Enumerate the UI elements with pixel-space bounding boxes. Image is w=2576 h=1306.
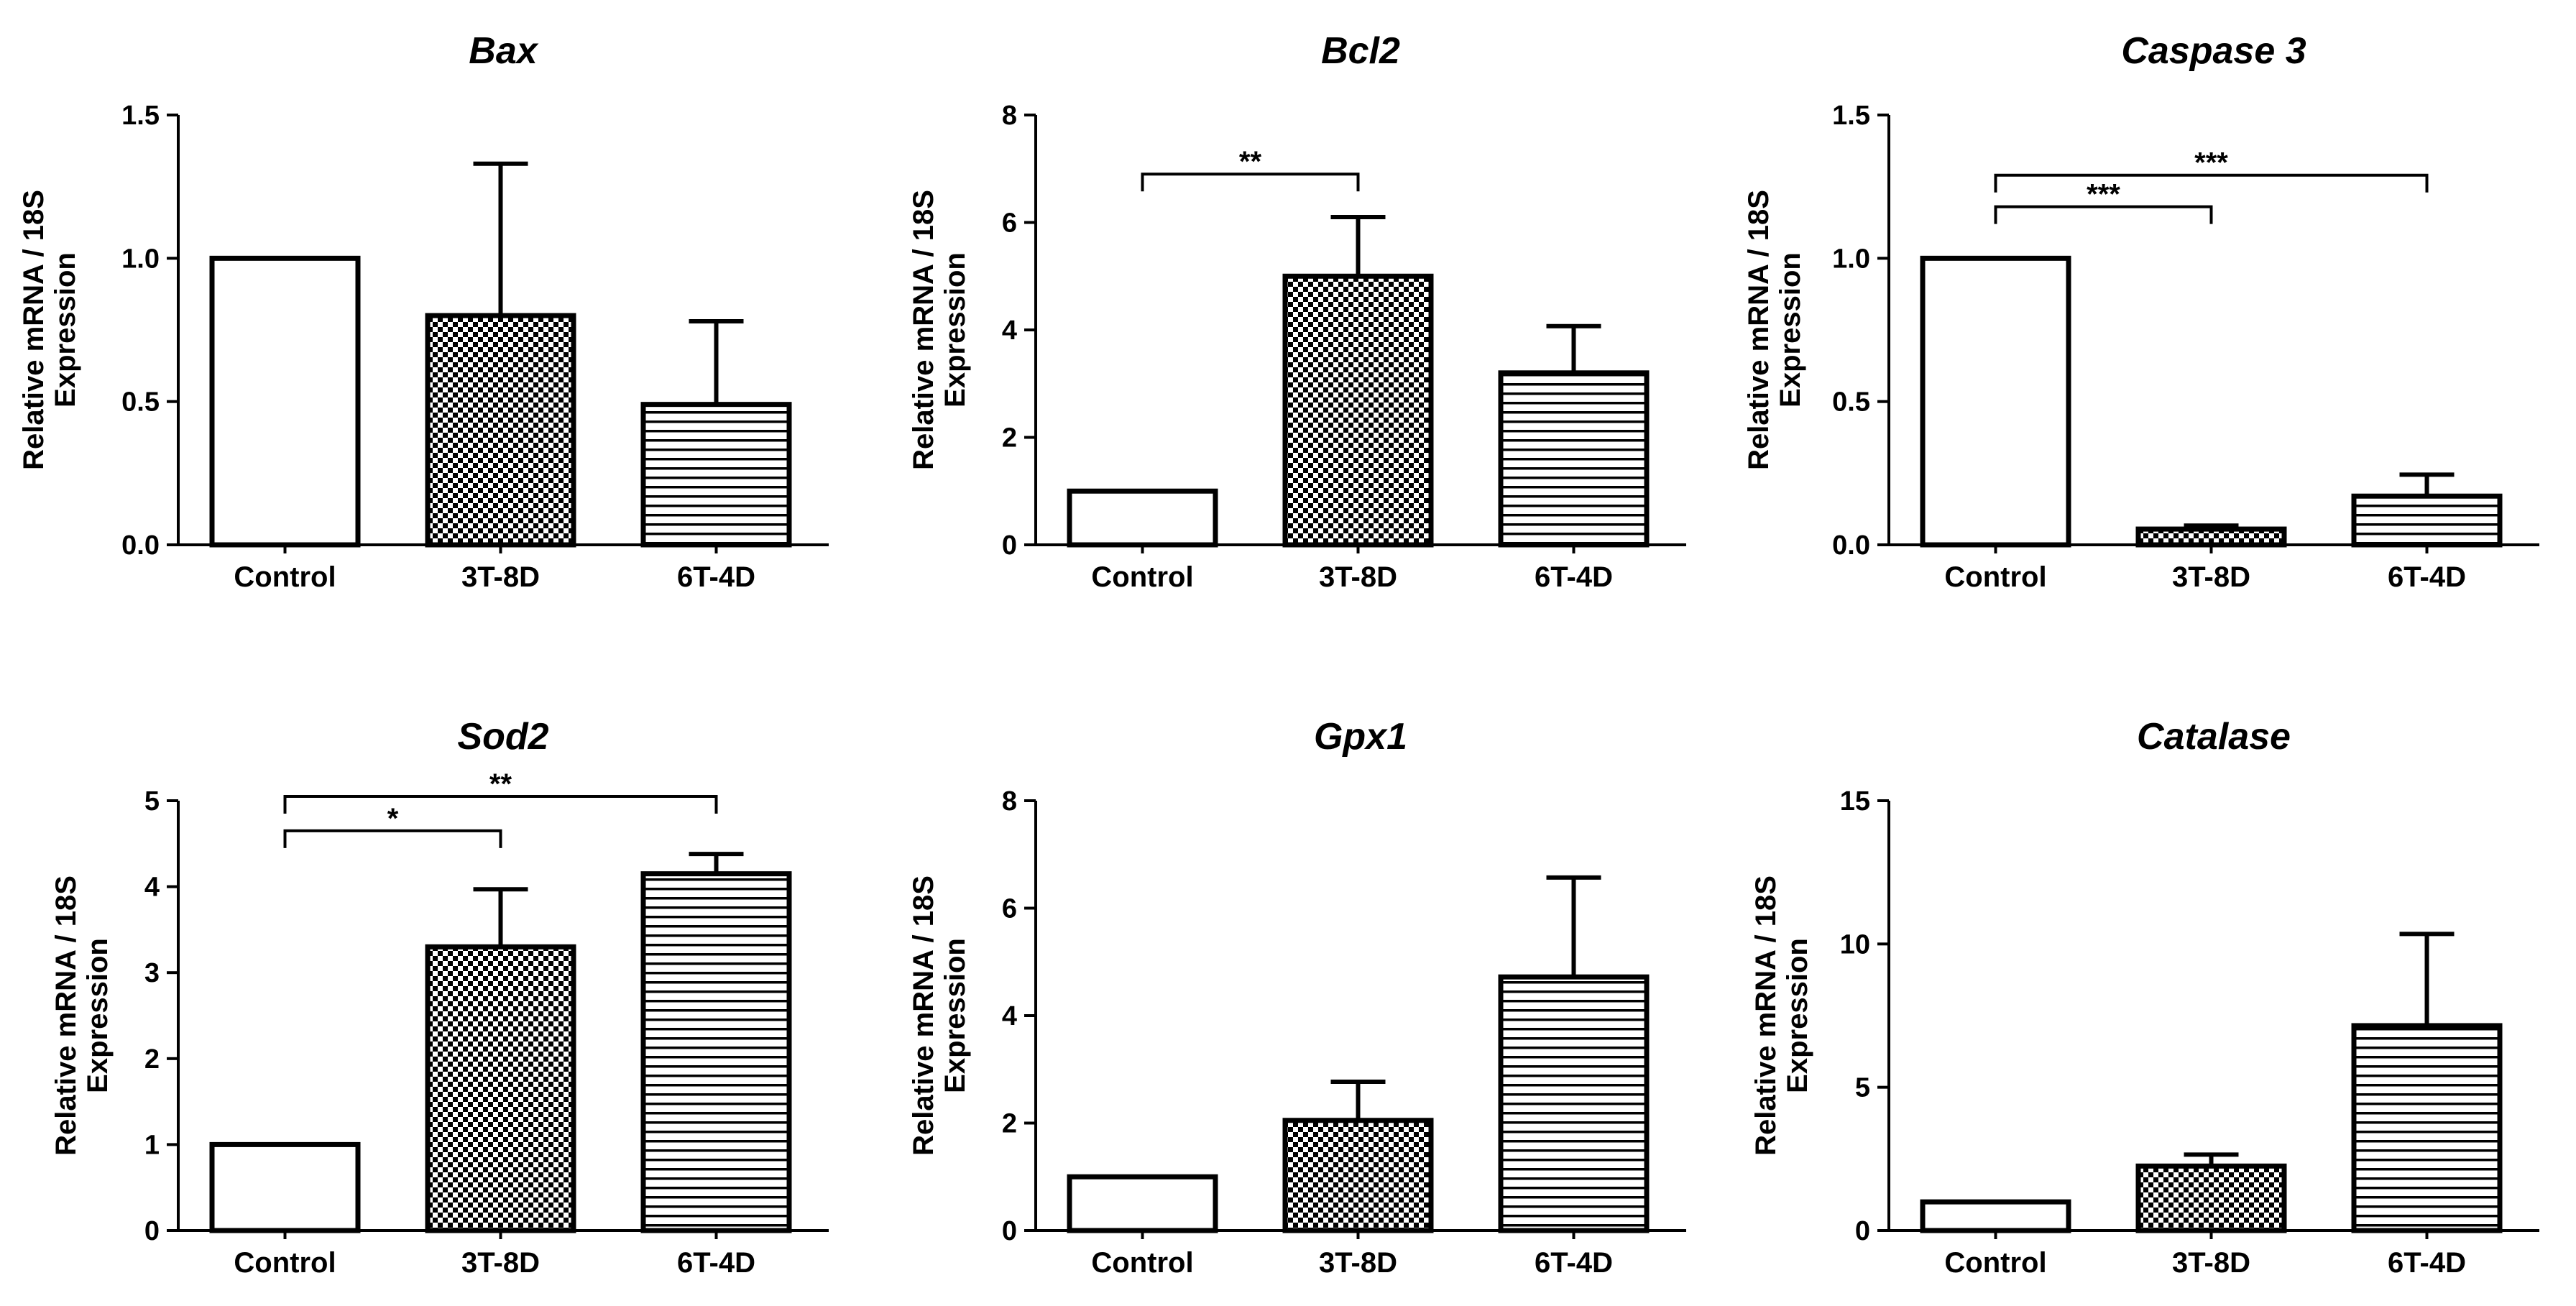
x-category-label: 6T-4D xyxy=(2388,561,2466,593)
bar-3t-8d xyxy=(425,313,576,548)
significance-bracket xyxy=(283,795,718,814)
y-tick-label: 0.5 xyxy=(1832,387,1870,418)
bar-control xyxy=(1067,488,1218,548)
significance-label: ** xyxy=(489,768,512,800)
bar-control xyxy=(1920,1199,2071,1233)
y-tick-label: 0 xyxy=(1002,1216,1017,1246)
y-tick-label: 4 xyxy=(1002,1001,1017,1031)
y-tick-label: 1.5 xyxy=(1832,101,1870,131)
x-category-label: Control xyxy=(234,561,336,593)
bar-6t-4d xyxy=(1498,370,1650,548)
significance-label: *** xyxy=(2194,147,2228,179)
y-tick-label: 2 xyxy=(1002,423,1017,454)
y-axis-label: Relative mRNA / 18SExpression xyxy=(908,190,971,470)
y-tick-label: 1.0 xyxy=(1832,244,1870,274)
significance-label: * xyxy=(387,803,399,834)
y-tick-label: 2 xyxy=(1002,1109,1017,1139)
y-axis-label: Relative mRNA / 18SExpression xyxy=(1750,875,1813,1156)
x-category-label: Control xyxy=(1944,561,2046,593)
y-tick-label: 5 xyxy=(1855,1073,1870,1103)
x-category-label: 3T-8D xyxy=(2172,561,2250,593)
x-category-label: 6T-4D xyxy=(2388,1247,2466,1279)
y-tick-label: 6 xyxy=(1002,894,1017,924)
y-tick-label: 15 xyxy=(1840,786,1870,817)
significance-label: *** xyxy=(2087,179,2120,211)
y-axis-label: Relative mRNA / 18SExpression xyxy=(908,875,971,1156)
x-category-label: Control xyxy=(234,1247,336,1279)
panel-bax: Bax Relative mRNA / 18SExpression 0.0 0.5 1.… xyxy=(18,30,829,593)
bar-6t-4d xyxy=(640,402,792,548)
y-tick-label: 2 xyxy=(144,1044,160,1075)
x-category-label: 3T-8D xyxy=(2172,1247,2250,1279)
y-tick-label: 10 xyxy=(1840,929,1870,960)
panel-title: Caspase 3 xyxy=(2121,30,2306,72)
y-tick-label: 1 xyxy=(144,1130,160,1160)
panel-title: Bax xyxy=(469,30,538,72)
significance-bracket xyxy=(283,829,502,848)
x-category-label: Control xyxy=(1944,1247,2046,1279)
y-axis-label: Relative mRNA / 18SExpression xyxy=(1743,190,1806,470)
y-tick-label: 0 xyxy=(1002,530,1017,561)
panel-bcl2: Bcl2 Relative mRNA / 18SExpression 0 2 4 6 8 Co… xyxy=(908,30,1686,593)
panel-title: Bcl2 xyxy=(1321,30,1400,72)
x-category-label: 6T-4D xyxy=(677,1247,755,1279)
y-tick-label: 1.0 xyxy=(121,244,160,274)
panel-title: Catalase xyxy=(2137,716,2291,758)
panel-title: Sod2 xyxy=(457,716,548,758)
y-tick-label: 3 xyxy=(144,958,160,988)
bar-control xyxy=(1067,1174,1218,1233)
y-tick-label: 0 xyxy=(144,1216,160,1246)
significance-label: ** xyxy=(1239,146,1262,178)
y-axis-label: Relative mRNA / 18SExpression xyxy=(18,190,81,470)
y-tick-label: 4 xyxy=(144,873,160,903)
y-tick-label: 0 xyxy=(1855,1216,1870,1246)
bar-6t-4d xyxy=(2351,493,2503,548)
y-axis-label: Relative mRNA / 18SExpression xyxy=(50,875,114,1156)
significance-bracket xyxy=(1994,205,2213,224)
bar-3t-8d xyxy=(2135,1163,2287,1233)
x-category-label: 3T-8D xyxy=(1319,1247,1397,1279)
y-tick-label: 0.0 xyxy=(1832,530,1870,561)
significance-bracket xyxy=(1141,173,1360,192)
y-tick-label: 1.5 xyxy=(121,101,160,131)
y-tick-label: 0.0 xyxy=(121,530,160,561)
bar-3t-8d xyxy=(1282,1118,1434,1233)
panel-gpx1: Gpx1 Relative mRNA / 18SExpression 0 2 4 6 8 Co… xyxy=(908,716,1686,1279)
y-tick-label: 8 xyxy=(1002,786,1017,817)
panel-sod2: Sod2 Relative mRNA / 18SExpression 0 1 2 3 4 5 C… xyxy=(50,716,829,1279)
panel-title: Gpx1 xyxy=(1314,716,1407,758)
bar-6t-4d xyxy=(2351,1023,2503,1233)
x-category-label: 3T-8D xyxy=(1319,561,1397,593)
x-category-label: 6T-4D xyxy=(1535,561,1613,593)
bar-control xyxy=(209,255,361,548)
y-tick-label: 6 xyxy=(1002,208,1017,239)
bar-3t-8d xyxy=(1282,273,1434,548)
x-category-label: 6T-4D xyxy=(677,561,755,593)
y-tick-label: 4 xyxy=(1002,316,1017,346)
y-tick-label: 5 xyxy=(144,786,160,817)
significance-bracket xyxy=(1994,173,2429,193)
bar-3t-8d xyxy=(2135,526,2287,548)
bar-control xyxy=(209,1141,361,1233)
x-category-label: Control xyxy=(1091,561,1193,593)
bar-6t-4d xyxy=(640,871,792,1233)
panel-caspase-3: Caspase 3 Relative mRNA / 18SExpression 0.… xyxy=(1743,30,2539,593)
x-category-label: 6T-4D xyxy=(1535,1247,1613,1279)
x-category-label: 3T-8D xyxy=(461,1247,540,1279)
x-category-label: 3T-8D xyxy=(461,561,540,593)
panel-catalase: Catalase Relative mRNA / 18SExpression 0 5 1… xyxy=(1750,716,2539,1279)
y-tick-label: 0.5 xyxy=(121,387,160,418)
bar-3t-8d xyxy=(425,944,576,1233)
bar-6t-4d xyxy=(1498,974,1650,1233)
x-category-label: Control xyxy=(1091,1247,1193,1279)
bar-control xyxy=(1920,255,2071,548)
y-tick-label: 8 xyxy=(1002,101,1017,131)
